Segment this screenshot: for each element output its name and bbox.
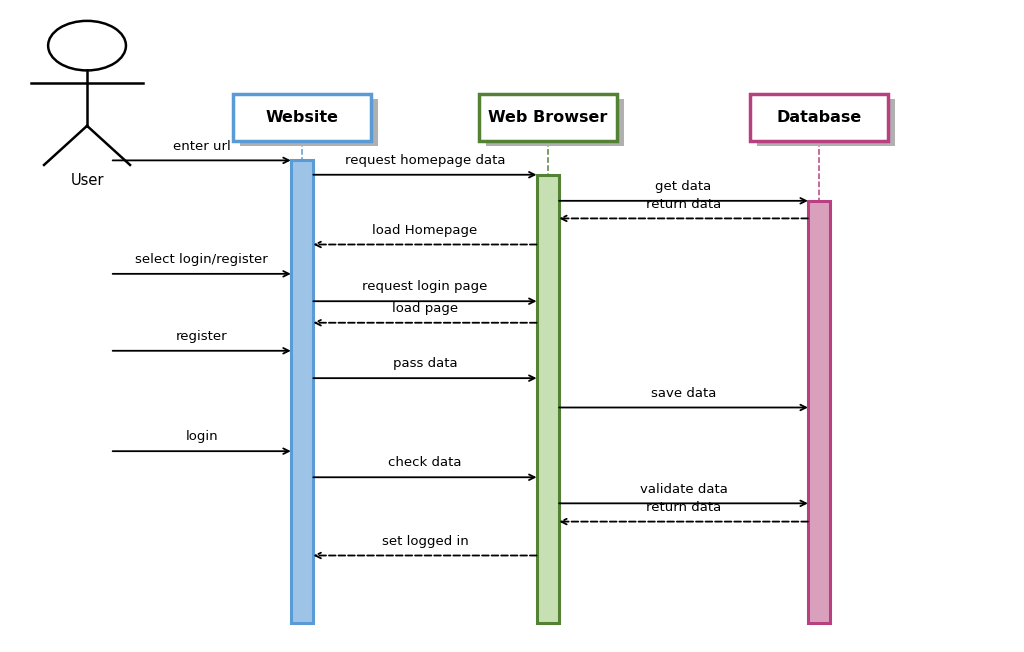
Text: select login/register: select login/register [135,253,268,266]
Text: load Homepage: load Homepage [373,224,477,237]
Text: Database: Database [776,110,862,125]
Text: enter url: enter url [173,140,230,153]
Text: return data: return data [646,198,721,211]
Text: save data: save data [651,387,716,400]
Bar [486,99,625,146]
Text: Web Browser: Web Browser [488,110,607,125]
Text: request login page: request login page [362,280,487,293]
Text: request homepage data: request homepage data [345,154,505,167]
Text: User: User [71,173,103,188]
Bar [291,160,313,623]
Text: check data: check data [388,456,462,469]
Text: register: register [176,330,227,343]
Text: validate data: validate data [640,482,727,496]
Text: pass data: pass data [392,357,458,370]
Bar [537,175,559,623]
Text: get data: get data [655,180,712,193]
Text: return data: return data [646,501,721,514]
Bar [240,99,379,146]
Bar [750,94,889,141]
Bar [232,94,371,141]
Bar [808,201,830,623]
Text: load page: load page [392,302,458,315]
Bar [479,94,616,141]
Text: login: login [185,430,218,443]
Text: Website: Website [265,110,339,125]
Bar [758,99,895,146]
Text: set logged in: set logged in [382,535,468,548]
